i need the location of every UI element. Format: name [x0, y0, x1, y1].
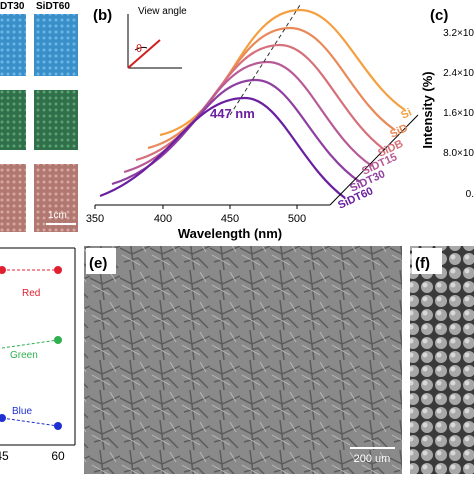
- x-axis-label: Wavelength (nm): [178, 226, 282, 241]
- y-tick-label: 1.6×10: [443, 108, 474, 119]
- peak-guide: [229, 4, 301, 116]
- x-tick-label: 45: [0, 449, 9, 463]
- panel-e: (e) 200 um: [84, 246, 402, 474]
- photo: [0, 14, 26, 76]
- x-tick-label: 500: [288, 213, 306, 225]
- series-label: Green: [10, 350, 38, 361]
- panel-label: (f): [415, 255, 430, 272]
- x-tick-label: 350: [86, 213, 104, 225]
- panel-label: (b): [93, 7, 112, 24]
- peak-label: 447 nm: [210, 106, 255, 121]
- photo: [0, 90, 26, 150]
- photo: [34, 90, 78, 150]
- photo: [0, 164, 26, 232]
- inset: [127, 14, 182, 69]
- panel-c: (c) Intensity (%) 3.2×10 2.4×10 1.6×10 8…: [420, 7, 474, 200]
- y-axis-label: Intensity (%): [420, 71, 435, 148]
- inset-angle: θ: [136, 43, 142, 55]
- scale-bar-label: 200 um: [354, 453, 391, 465]
- panel-label: (e): [89, 255, 107, 272]
- panel-d: Red Green Blue 45 60: [0, 247, 76, 463]
- panel-a: DT30 SiDT60 1cm: [0, 1, 78, 232]
- x-axis: [94, 114, 419, 209]
- y-tick-label: 0.: [466, 189, 474, 200]
- x-tick-label: 400: [154, 213, 172, 225]
- photo: [34, 14, 78, 76]
- panel-label: (c): [430, 7, 448, 24]
- curves: [99, 8, 406, 199]
- panel-b: (b) View angle θ 447 nm 350 400 450 500 …: [86, 4, 419, 241]
- sem-image: [410, 246, 474, 474]
- x-tick-label: 60: [51, 449, 65, 463]
- x-tick-label: 450: [221, 213, 239, 225]
- scale-bar-label: 1cm: [48, 210, 67, 221]
- label-box: [86, 248, 116, 274]
- column-label: DT30: [0, 1, 25, 12]
- series-label: Blue: [12, 406, 32, 417]
- y-tick-label: 2.4×10: [443, 68, 474, 79]
- inset-label: View angle: [138, 6, 187, 17]
- photo: [34, 164, 78, 232]
- panel-f: (f): [410, 246, 474, 474]
- curve-label: Si: [399, 106, 414, 121]
- y-tick-label: 8.0×10: [443, 148, 474, 159]
- series-label: Red: [22, 288, 40, 299]
- label-box: [412, 248, 442, 274]
- sem-image: [84, 246, 402, 474]
- column-label: SiDT60: [36, 1, 70, 12]
- y-tick-label: 3.2×10: [443, 28, 474, 39]
